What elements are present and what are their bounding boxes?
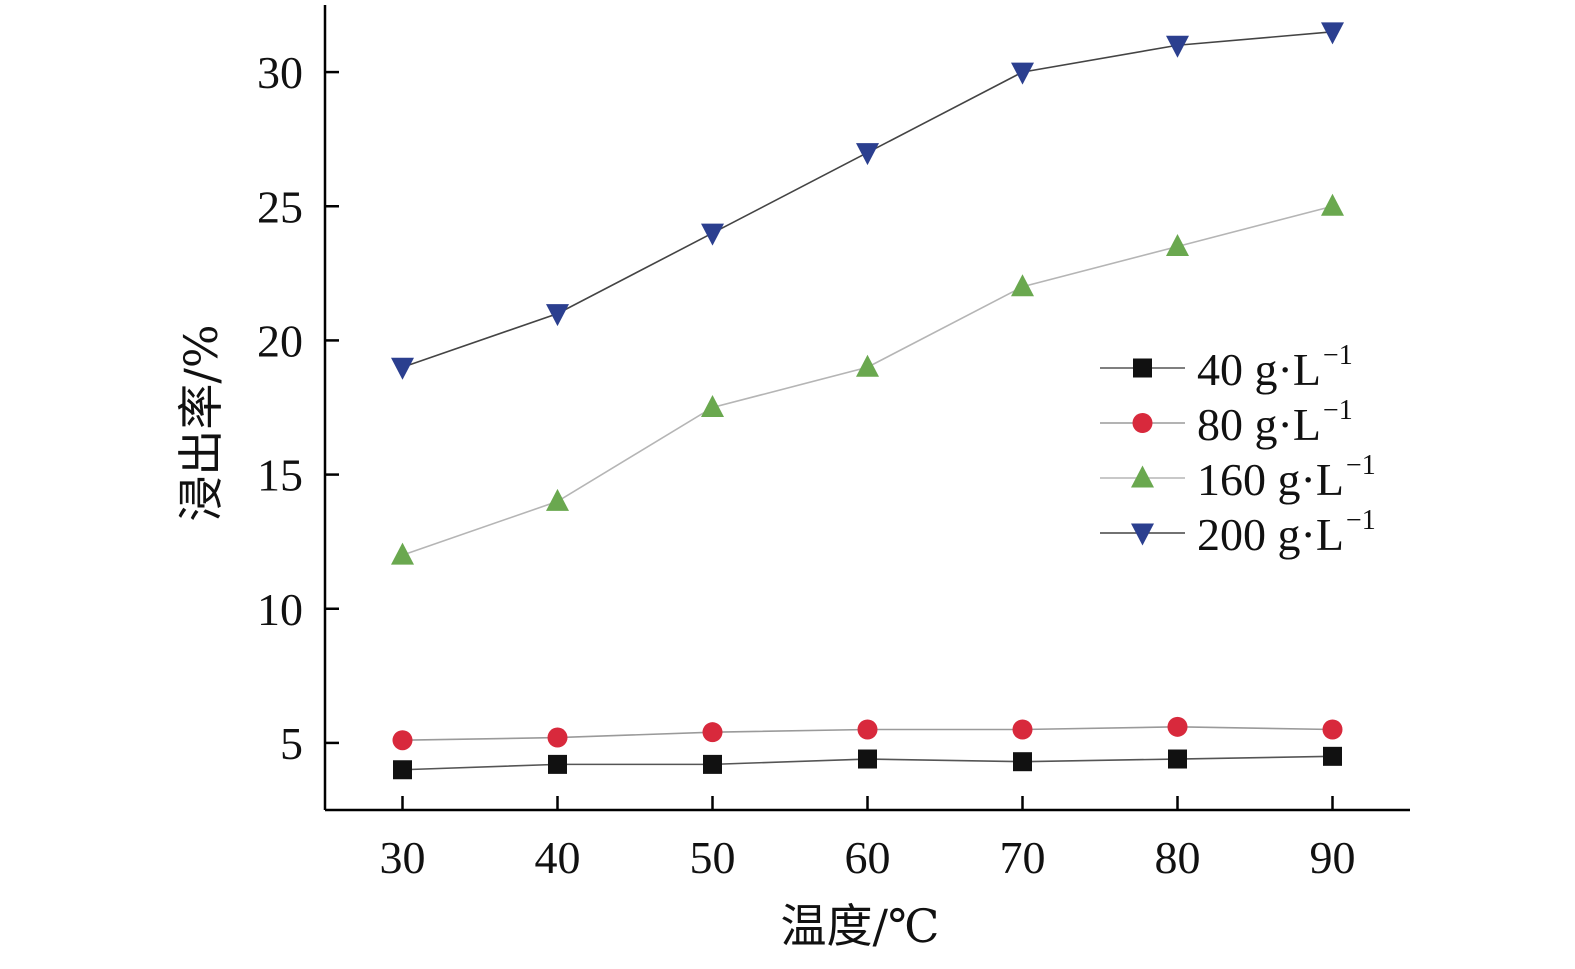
- x-tick-label: 70: [1000, 832, 1046, 883]
- legend-label: 200 g·L: [1197, 509, 1344, 560]
- x-tick-label: 80: [1155, 832, 1201, 883]
- y-tick-label: 20: [257, 315, 303, 366]
- x-axis-title: 温度/℃: [781, 899, 940, 953]
- legend-marker: [1133, 358, 1152, 378]
- data-point: [546, 304, 569, 327]
- data-point: [858, 749, 877, 769]
- data-point: [1321, 193, 1344, 216]
- series-lines: [402, 31, 1333, 771]
- data-point: [856, 354, 879, 377]
- data-point: [856, 143, 879, 166]
- data-point: [1011, 62, 1034, 85]
- legend-label: 40 g·L: [1197, 344, 1321, 395]
- legend-label-exponent: −1: [1346, 505, 1376, 536]
- data-point: [548, 754, 567, 774]
- data-point: [393, 760, 412, 780]
- data-point: [1166, 234, 1189, 256]
- data-point: [703, 754, 722, 774]
- data-point: [1321, 22, 1344, 45]
- x-tick-label: 50: [690, 832, 736, 883]
- legend-label: 80 g·L: [1197, 399, 1321, 450]
- legend-label: 160 g·L: [1197, 454, 1344, 505]
- data-point: [391, 542, 414, 565]
- legend-marker: [1131, 465, 1154, 488]
- legend-marker: [1132, 413, 1153, 433]
- series-markers: [391, 22, 1344, 780]
- y-axis-title: 浸出率/%: [174, 324, 228, 521]
- data-point: [546, 488, 569, 511]
- data-point: [1011, 274, 1034, 297]
- x-tick-label: 60: [845, 832, 891, 883]
- data-point: [391, 357, 414, 380]
- x-tick-label: 40: [535, 832, 581, 883]
- x-tick-label: 90: [1310, 832, 1356, 883]
- data-point: [701, 395, 724, 417]
- data-point: [1168, 749, 1187, 769]
- data-point: [1167, 716, 1188, 737]
- x-tick-label: 30: [380, 832, 426, 883]
- data-point: [702, 722, 723, 743]
- data-point: [1166, 35, 1189, 58]
- legend-marker: [1131, 523, 1154, 546]
- y-tick-label: 15: [257, 450, 303, 501]
- data-point: [1323, 746, 1342, 766]
- data-point: [547, 727, 568, 748]
- legend-label-exponent: −1: [1346, 450, 1376, 481]
- data-point: [1013, 752, 1032, 772]
- data-point: [701, 223, 724, 246]
- legend-label-exponent: −1: [1323, 340, 1353, 371]
- data-point: [392, 730, 413, 751]
- series-line: [402, 31, 1333, 369]
- legend-label-exponent: −1: [1323, 395, 1353, 426]
- y-tick-label: 30: [257, 47, 303, 98]
- data-point: [857, 719, 878, 740]
- y-tick-label: 5: [280, 718, 303, 769]
- y-tick-label: 10: [257, 584, 303, 635]
- data-point: [1322, 719, 1343, 740]
- axes: 30 40 50 60 70 80 90 5 10 15 20 25 30: [257, 5, 1410, 883]
- y-tick-label: 25: [257, 181, 303, 232]
- series-line: [402, 205, 1333, 556]
- data-point: [1012, 719, 1033, 740]
